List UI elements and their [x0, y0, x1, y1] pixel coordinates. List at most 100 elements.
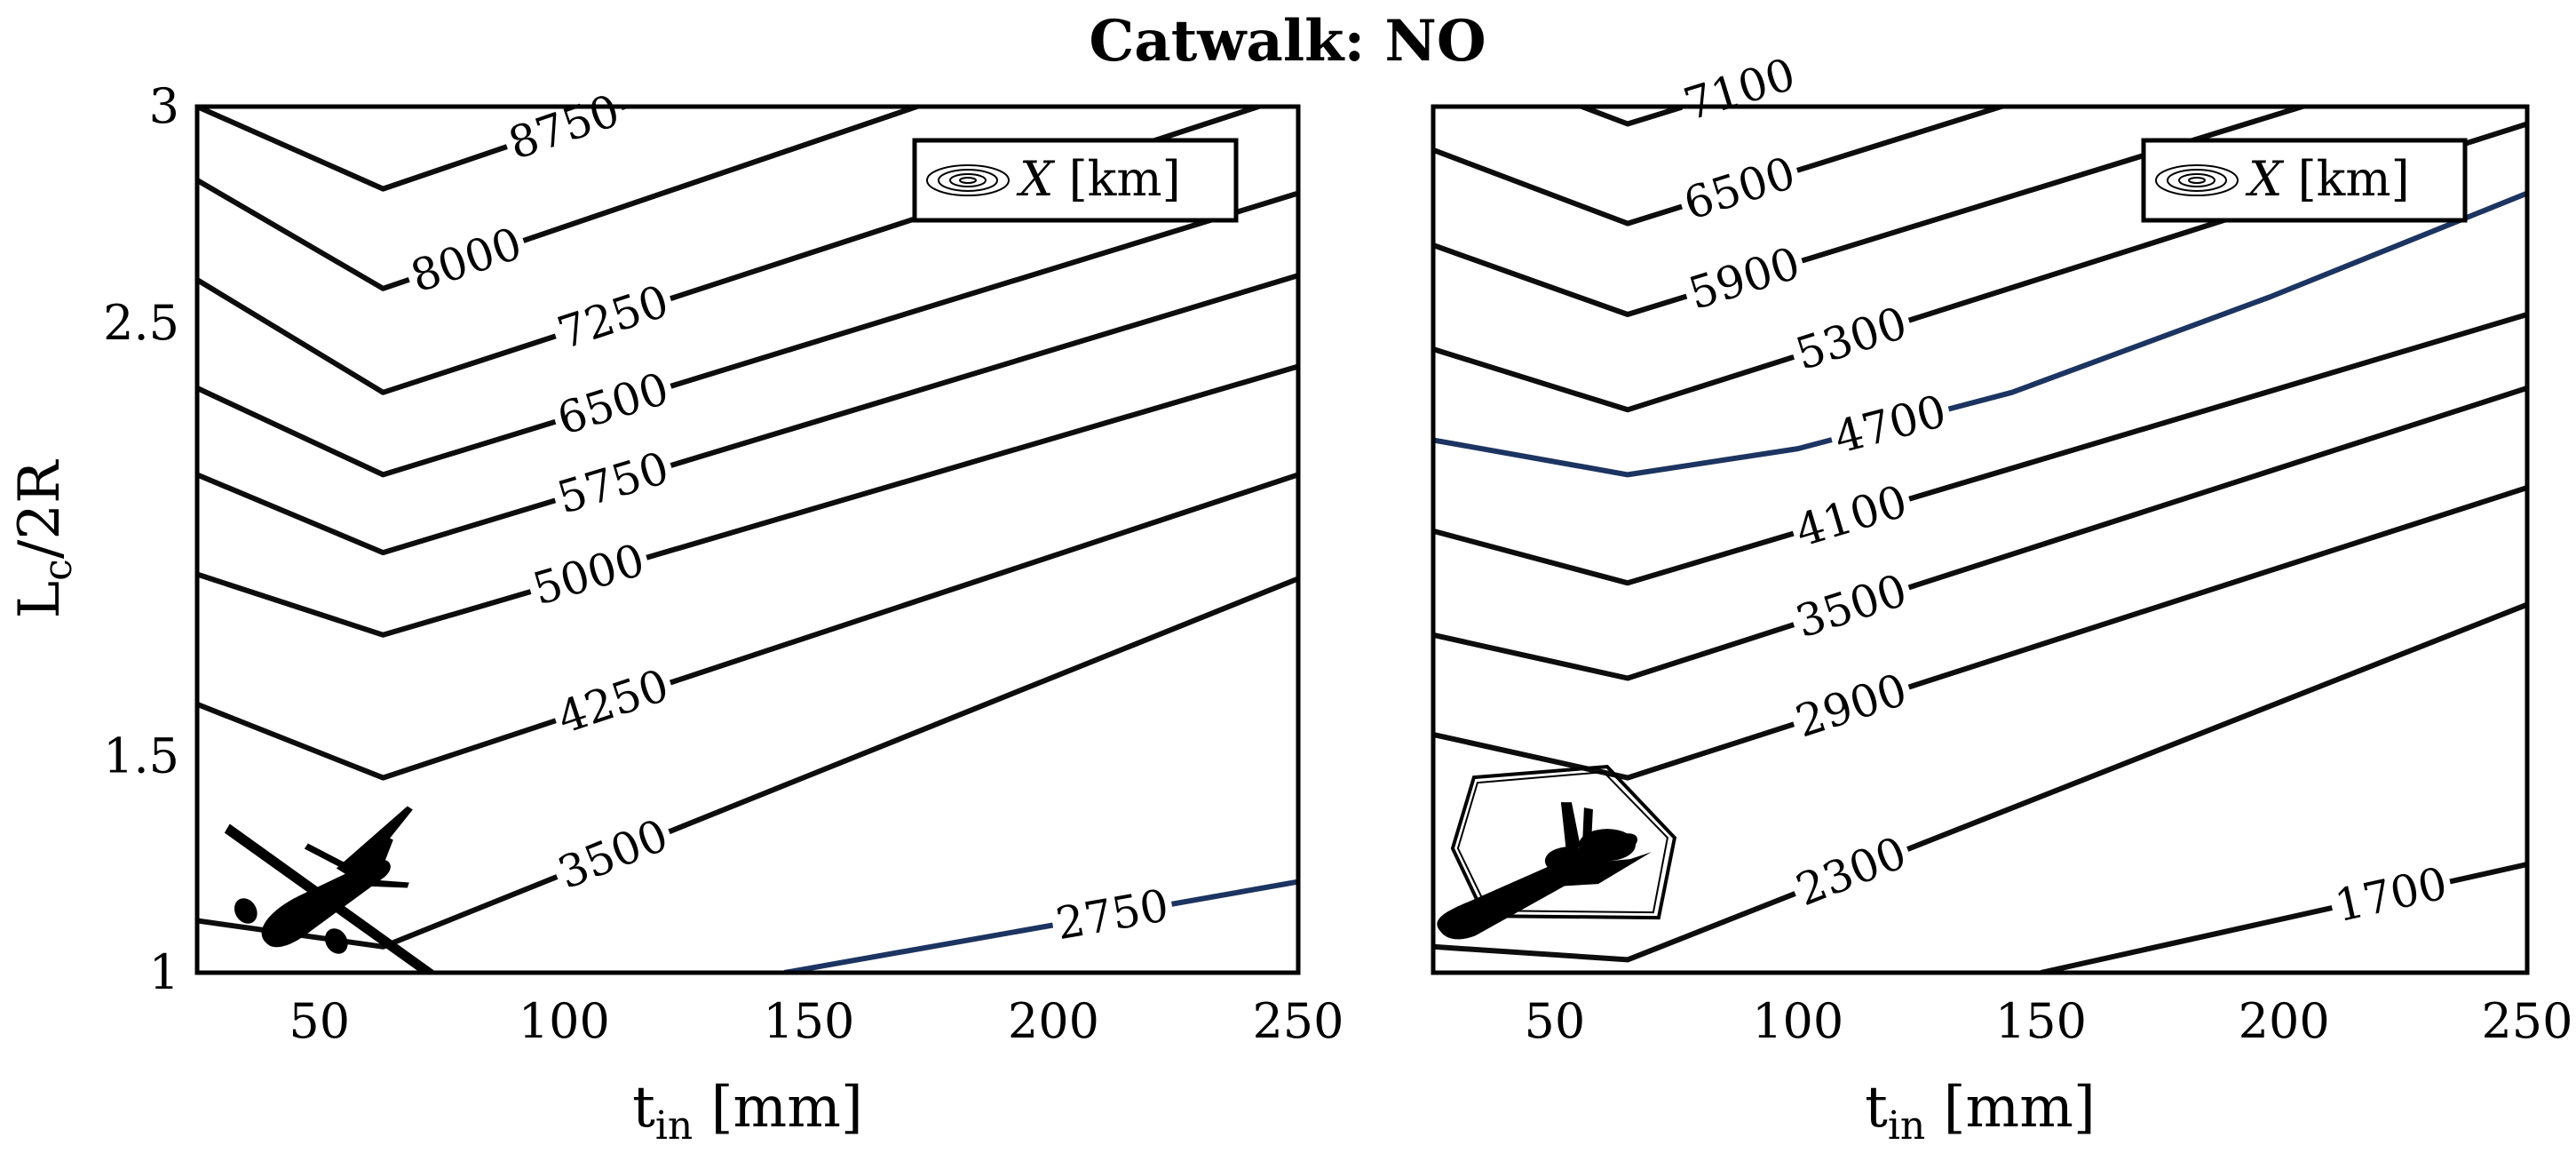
- airliner-fin: [366, 837, 393, 872]
- contour-line-2750: [783, 879, 1298, 973]
- contour-label-group: 8000: [400, 215, 533, 306]
- contour-label-gap: [547, 440, 679, 527]
- x-tick-label: 150: [1995, 993, 2087, 1049]
- contour-label-gap: [547, 807, 679, 902]
- contour-label-group: 4100: [1786, 473, 1917, 560]
- contour-line-5750: [197, 273, 1298, 556]
- contour-label-7250: 7250: [551, 275, 675, 360]
- contour-label-group: 5000: [523, 532, 654, 617]
- contour-label-6500: 6500: [551, 362, 675, 445]
- contour-label-gap: [1785, 561, 1917, 650]
- contour-label-gap: [400, 215, 533, 306]
- contour-label-gap: [2326, 855, 2456, 934]
- legend-label: X [km]: [1016, 151, 1181, 207]
- contour-label-gap: [1786, 295, 1917, 383]
- contour-line-2900: [1433, 485, 2527, 781]
- contour-label-gap: [1785, 661, 1917, 750]
- contour-label-3500: 3500: [551, 809, 676, 899]
- contour-label-gap: [547, 657, 679, 746]
- contour-label-group: 3500: [1785, 561, 1917, 650]
- contour-label-5000: 5000: [527, 534, 650, 615]
- contour-label-group: 4250: [547, 657, 679, 746]
- x-tick-label: 100: [519, 993, 610, 1049]
- contour-label-group: 6500: [547, 361, 679, 448]
- legend-ellipse: [959, 177, 977, 184]
- x-tick-label: 250: [1252, 993, 1343, 1049]
- x-tick-label: 100: [1752, 993, 1843, 1049]
- contour-line-3500: [197, 576, 1298, 950]
- contour-label-gap: [1048, 878, 1177, 952]
- contour-line-6500: [1433, 107, 2010, 227]
- airliner-icon: [224, 806, 434, 975]
- aircraft-outline: [1450, 765, 1677, 920]
- contour-label-8000: 8000: [405, 218, 528, 303]
- legend-ellipse: [2155, 164, 2239, 196]
- x-tick-label: 150: [763, 993, 854, 1049]
- contour-line-6500: [197, 190, 1298, 478]
- contour-label-group: 4700: [1825, 383, 1956, 466]
- contour-line-1700: [2040, 862, 2527, 973]
- contour-label-7100: 7100: [1678, 48, 1802, 131]
- contour-label-group: 2900: [1785, 661, 1917, 750]
- contour-label-gap: [1678, 235, 1811, 322]
- contour-label-gap: [1786, 473, 1917, 560]
- contour-label-2750: 2750: [1052, 879, 1172, 950]
- contour-label-group: 8750: [498, 82, 630, 172]
- contour-label-group: 7100: [1674, 46, 1805, 133]
- contour-label-group: 5900: [1678, 235, 1811, 322]
- x-tick-label: 250: [2481, 993, 2572, 1049]
- contour-label-5900: 5900: [1683, 237, 1806, 320]
- airliner-engine: [234, 898, 258, 924]
- contour-label-6500: 6500: [1678, 147, 1802, 230]
- contour-lines: [1433, 107, 2527, 973]
- legend-ellipse: [2188, 177, 2206, 184]
- contour-line-8000: [197, 107, 925, 291]
- contour-label-group: 3500: [547, 807, 679, 902]
- airliner-stabilizer: [304, 843, 356, 874]
- aircraft-wing: [1509, 852, 1652, 890]
- contour-line-4250: [197, 472, 1298, 781]
- legend-ellipse: [949, 173, 987, 187]
- x-tick-label: 50: [1525, 993, 1586, 1049]
- contour-label-group: 5750: [547, 440, 679, 527]
- contour-label-4250: 4250: [551, 659, 675, 743]
- legend-label: X [km]: [2245, 151, 2410, 207]
- contour-line-2300: [1433, 601, 2527, 963]
- aircraft-fin: [1560, 802, 1581, 853]
- contour-label-gap: [547, 273, 679, 362]
- blended-wing-aircraft-icon: [1437, 765, 1677, 940]
- legend-ellipse: [938, 169, 998, 192]
- legend-ellipse: [2178, 173, 2215, 187]
- contour-label-3500: 3500: [1789, 564, 1913, 648]
- legend-box: [2141, 138, 2468, 223]
- legend-ellipse: [2167, 169, 2227, 192]
- x-tick-label: 200: [2239, 993, 2330, 1049]
- contour-line-4100: [1433, 312, 2527, 586]
- y-tick-label: 1: [149, 944, 179, 1000]
- contour-label-group: 7250: [547, 273, 679, 362]
- airliner-stabilizer: [361, 879, 409, 888]
- contour-label-gap: [1825, 383, 1956, 466]
- legend-box: [912, 138, 1239, 223]
- contour-line-8750: [197, 107, 633, 192]
- contour-label-gap: [1785, 824, 1918, 918]
- contour-label-5300: 5300: [1789, 297, 1913, 380]
- figure-title: Catwalk: NO: [1089, 8, 1486, 75]
- contour-label-group: 1700: [2326, 855, 2456, 934]
- contour-label-2300: 2300: [1789, 827, 1914, 917]
- airliner-fuselage: [261, 859, 391, 948]
- y-tick-label: 2.5: [103, 295, 179, 351]
- aircraft-nacelle: [1578, 829, 1636, 862]
- contour-label-gap: [1674, 145, 1805, 233]
- contour-label-2900: 2900: [1789, 664, 1913, 747]
- contour-legend-icon: [926, 164, 1010, 196]
- contour-line-7100: [1574, 107, 1693, 127]
- contour-label-1700: 1700: [2330, 857, 2452, 932]
- contour-label-gap: [523, 532, 654, 617]
- y-tick-label: 1.5: [103, 728, 179, 783]
- aircraft-outline: [1456, 771, 1668, 914]
- contour-legend-icon: [2155, 164, 2239, 196]
- contour-label-gap: [547, 361, 679, 448]
- contour-line-3500: [1433, 386, 2527, 681]
